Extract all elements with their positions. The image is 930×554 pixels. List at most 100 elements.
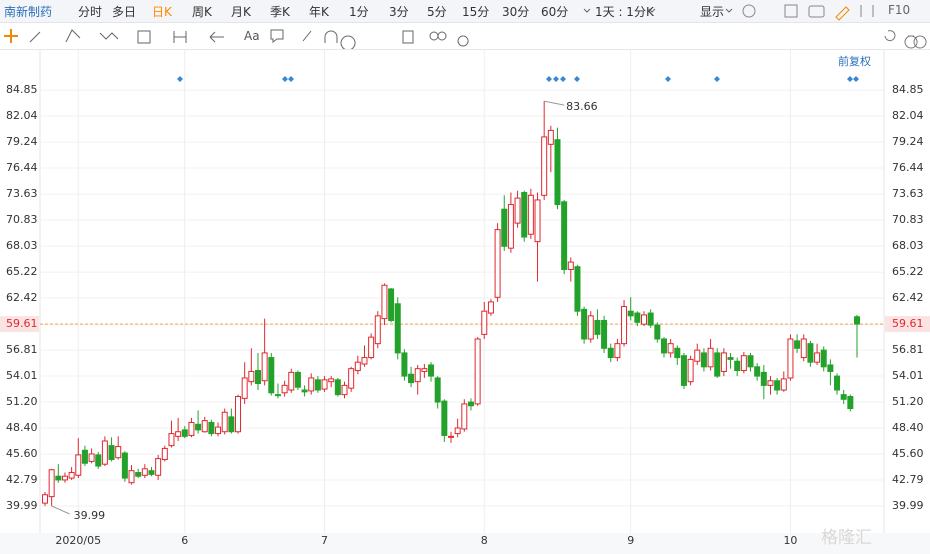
tab[interactable]: 月K [231, 5, 251, 19]
candle-body [215, 426, 222, 435]
candle-body [268, 357, 275, 394]
y-tick-label: 39.99 [6, 499, 38, 512]
x-tick-label: 2020/05 [55, 534, 101, 547]
candle-body [720, 352, 727, 372]
candle-body [734, 360, 741, 372]
x-tick-label: 6 [181, 534, 188, 547]
tab[interactable]: 1分 [349, 5, 369, 19]
candle-body [654, 324, 661, 340]
y-tick-label-right: 84.85 [892, 83, 924, 96]
y-tick-label: 76.44 [6, 161, 38, 174]
candle-body [75, 454, 82, 476]
gear-icon[interactable] [742, 4, 756, 18]
candle-body [574, 266, 581, 312]
candle-body [235, 395, 242, 433]
candle-body [241, 377, 248, 399]
y-tick-label: 54.01 [6, 369, 38, 382]
tab[interactable]: 年K [309, 5, 329, 19]
candle-body [368, 336, 375, 359]
y-tick-label-right: 65.22 [892, 265, 924, 278]
candle-body [674, 347, 681, 359]
tab[interactable]: 分时 [78, 5, 103, 19]
y-tick-label-right: 82.04 [892, 109, 924, 122]
candle-body [541, 136, 548, 196]
candle-body [567, 261, 574, 270]
candle-body [601, 319, 608, 349]
candle-body [554, 139, 561, 206]
price-tag-bg [0, 316, 39, 333]
candle-body [321, 379, 328, 390]
candle-body [481, 310, 488, 335]
candle-body [714, 352, 721, 377]
adjust-mode[interactable]: 前复权 [838, 54, 871, 68]
tab[interactable]: 5分 [427, 5, 447, 19]
candle-body [474, 338, 481, 405]
y-tick-label-right: 73.63 [892, 187, 924, 200]
candle-body [175, 431, 182, 437]
candle-body [301, 389, 308, 393]
tab[interactable]: 多日 [112, 5, 137, 19]
fullscreen-icon[interactable] [860, 5, 874, 17]
text-tool[interactable]: Aa [244, 29, 260, 43]
candle-body [780, 378, 787, 391]
crosshair-icon[interactable] [4, 29, 18, 43]
candle-body [854, 316, 860, 325]
interval-select[interactable]: 1天 : 1分K [595, 5, 654, 19]
candle-body [394, 303, 401, 354]
candle-body [228, 416, 235, 433]
candle-body [467, 401, 474, 407]
candle-body [95, 454, 102, 467]
tool-icon[interactable] [29, 29, 469, 49]
y-tick-label: 84.85 [6, 83, 38, 96]
candle-body [627, 310, 634, 317]
candle-body [381, 284, 388, 320]
candle-body [647, 312, 654, 326]
y-tick-label-right: 59.61 [892, 317, 924, 330]
candle-body [294, 371, 301, 388]
candle-body [441, 400, 448, 436]
candle-body [820, 349, 827, 368]
candle-body [248, 370, 255, 383]
panel-icon[interactable] [884, 30, 927, 49]
candle-body [448, 435, 454, 438]
tab-active[interactable]: 日K [152, 5, 172, 19]
candle-body [68, 472, 75, 479]
candle-body [374, 315, 381, 345]
y-tick-label: 79.24 [6, 135, 38, 148]
square-icon[interactable] [784, 4, 798, 18]
candle-body [527, 194, 534, 235]
y-tick-label-right: 39.99 [892, 499, 924, 512]
stock-name[interactable]: 南新制药 [4, 5, 53, 19]
candle-body [507, 204, 514, 249]
y-tick-label: 42.79 [6, 473, 38, 486]
event-marker[interactable] [177, 76, 859, 82]
candle-body [88, 453, 95, 462]
drawing-icons [4, 29, 927, 49]
candles [42, 101, 860, 506]
tab[interactable]: 60分 [541, 5, 569, 19]
candle-body [61, 475, 68, 481]
candle-body [281, 384, 288, 394]
watermark: 格隆汇 [821, 528, 872, 548]
f10-button[interactable]: F10 [888, 3, 911, 17]
tab[interactable]: 3分 [389, 5, 409, 19]
candle-body [840, 394, 847, 400]
candle-body [694, 349, 701, 362]
camera-icon[interactable] [808, 5, 825, 18]
candle-body [334, 379, 341, 396]
tab[interactable]: 周K [192, 5, 212, 19]
tab[interactable]: 15分 [462, 5, 490, 19]
candle-body [141, 468, 148, 476]
pencil-icon[interactable] [835, 6, 850, 21]
candle-body [42, 494, 48, 504]
display-menu[interactable]: 显示 [700, 5, 725, 19]
candle-body [388, 288, 395, 321]
tab[interactable]: 季K [270, 5, 290, 19]
candle-body [341, 384, 348, 396]
y-tick-label: 82.04 [6, 109, 38, 122]
y-tick-label-right: 51.20 [892, 395, 924, 408]
candle-body [514, 197, 521, 224]
tab[interactable]: 30分 [502, 5, 530, 19]
candle-body [794, 340, 801, 349]
candle-body [181, 429, 188, 437]
